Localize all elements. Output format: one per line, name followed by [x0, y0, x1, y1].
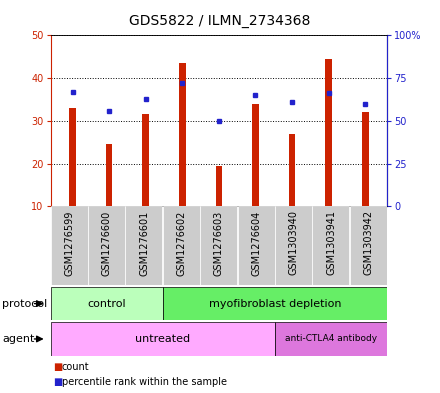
Text: GSM1303942: GSM1303942	[363, 210, 374, 275]
Text: GSM1276600: GSM1276600	[102, 210, 112, 275]
Bar	[143, 114, 149, 206]
Bar	[216, 166, 222, 206]
Bar	[125, 206, 162, 285]
Bar	[238, 206, 275, 285]
Bar	[200, 206, 237, 285]
Bar	[252, 104, 259, 206]
Text: GSM1303941: GSM1303941	[326, 210, 336, 275]
Bar	[106, 144, 113, 206]
Bar	[163, 206, 200, 285]
Bar	[275, 322, 387, 356]
Text: count: count	[62, 362, 89, 372]
Bar	[88, 206, 125, 285]
Text: GDS5822 / ILMN_2734368: GDS5822 / ILMN_2734368	[129, 14, 311, 28]
Bar	[362, 112, 369, 206]
Bar	[163, 287, 387, 320]
Text: GSM1303940: GSM1303940	[289, 210, 299, 275]
Text: GSM1276603: GSM1276603	[214, 210, 224, 275]
Bar	[51, 287, 163, 320]
Text: GSM1276602: GSM1276602	[176, 210, 187, 275]
Text: myofibroblast depletion: myofibroblast depletion	[209, 299, 341, 309]
Text: GSM1276599: GSM1276599	[64, 210, 74, 275]
Text: protocol: protocol	[2, 299, 48, 309]
Bar	[51, 322, 275, 356]
Bar	[275, 206, 312, 285]
Text: untreated: untreated	[135, 334, 191, 344]
Text: GSM1276601: GSM1276601	[139, 210, 149, 275]
Text: control: control	[88, 299, 126, 309]
Text: anti-CTLA4 antibody: anti-CTLA4 antibody	[285, 334, 377, 343]
Text: ■: ■	[53, 362, 62, 372]
Text: agent: agent	[2, 334, 35, 344]
Bar	[179, 63, 186, 206]
Bar	[312, 206, 349, 285]
Bar	[69, 108, 76, 206]
Bar	[51, 206, 88, 285]
Text: percentile rank within the sample: percentile rank within the sample	[62, 377, 227, 387]
Bar	[325, 59, 332, 206]
Text: ■: ■	[53, 377, 62, 387]
Bar	[289, 134, 295, 206]
Text: GSM1276604: GSM1276604	[251, 210, 261, 275]
Bar	[350, 206, 387, 285]
